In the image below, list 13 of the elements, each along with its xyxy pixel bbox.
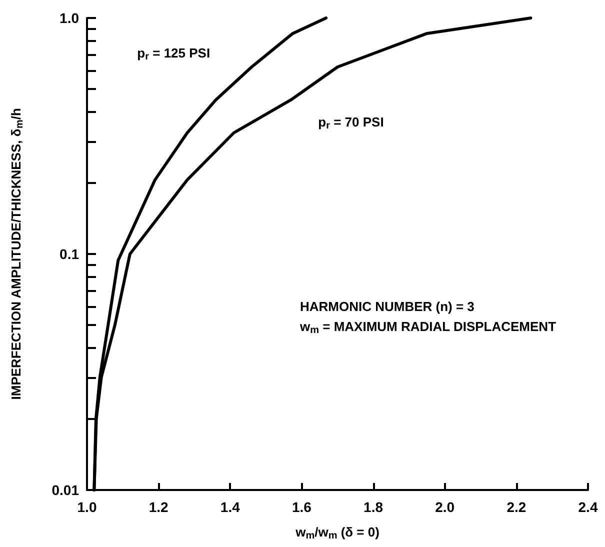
x-tick-label: 1.4	[220, 499, 240, 515]
x-tick-label: 1.0	[77, 499, 97, 515]
annotation: HARMONIC NUMBER (n) = 3	[300, 299, 474, 314]
x-tick-label: 2.2	[506, 499, 526, 515]
y-tick-label: 0.1	[60, 246, 80, 262]
x-tick-label: 2.0	[435, 499, 455, 515]
y-tick-label: 1.0	[60, 10, 80, 26]
x-tick-label: 2.4	[578, 499, 598, 515]
y-tick-label: 0.01	[52, 482, 80, 498]
x-tick-label: 1.6	[292, 499, 312, 515]
x-tick-label: 1.8	[364, 499, 384, 515]
y-axis-title: IMPERFECTION AMPLITUDE/THICKNESS, δm/h	[8, 108, 26, 400]
x-tick-label: 1.2	[148, 499, 169, 515]
